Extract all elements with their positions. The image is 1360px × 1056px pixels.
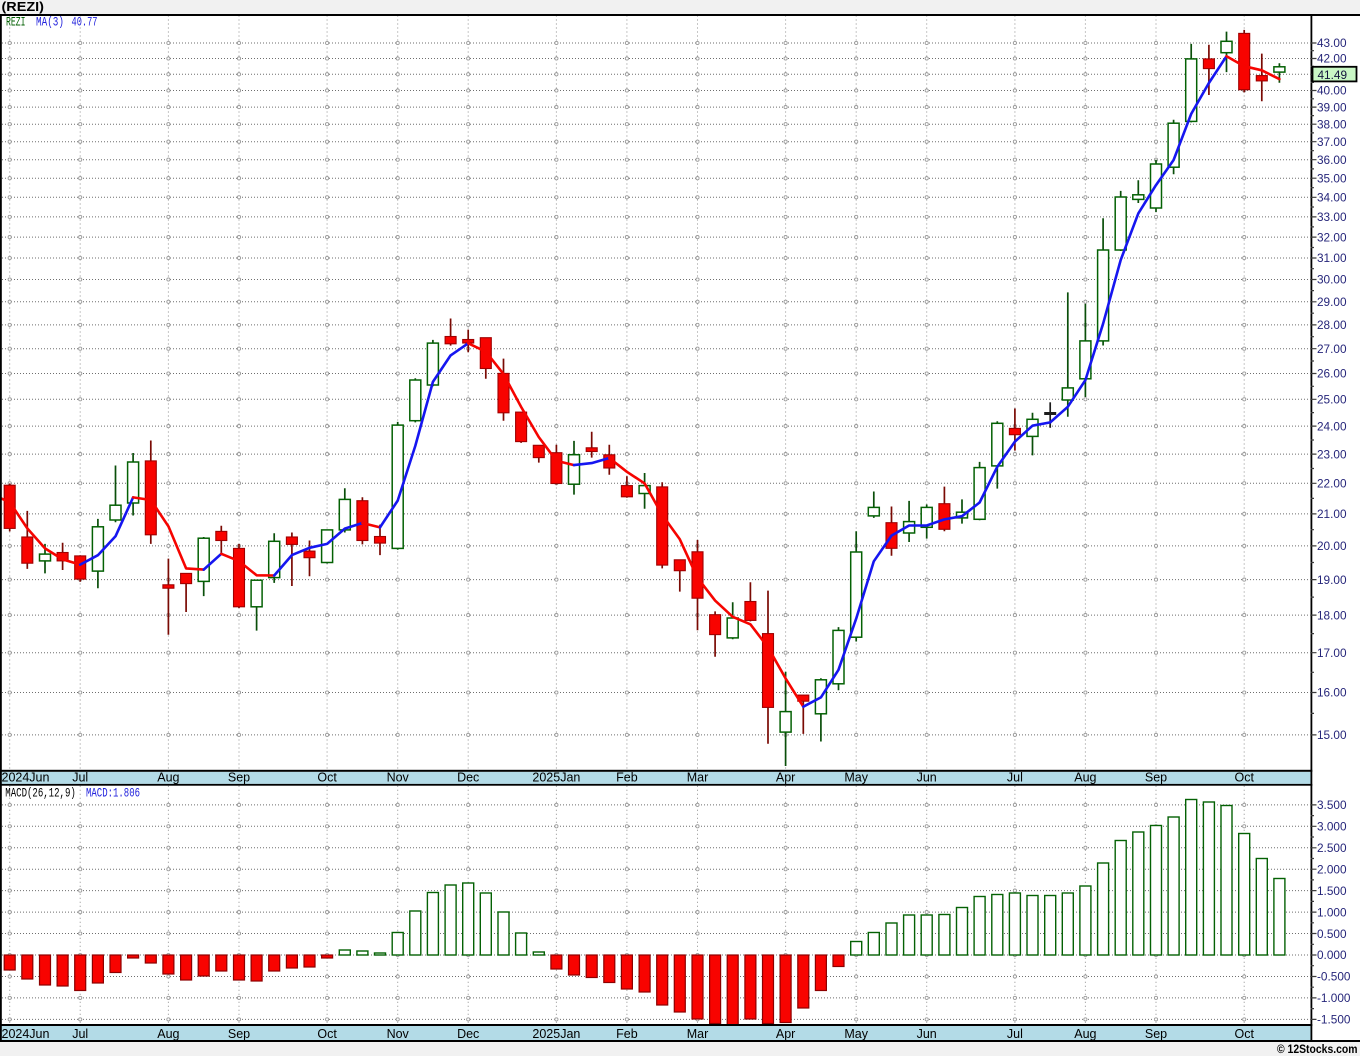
svg-text:2024Jun: 2024Jun [2,1027,50,1041]
svg-text:Nov: Nov [387,771,410,785]
svg-text:2025Jan: 2025Jan [532,1027,580,1041]
svg-text:Jun: Jun [917,1027,937,1041]
svg-text:31.00: 31.00 [1317,251,1347,265]
svg-text:18.00: 18.00 [1317,608,1347,622]
svg-text:Mar: Mar [687,771,709,785]
svg-text:32.00: 32.00 [1317,230,1347,244]
svg-text:Jul: Jul [72,1027,88,1041]
svg-text:20.00: 20.00 [1317,539,1347,553]
svg-text:41.49: 41.49 [1318,68,1348,82]
svg-text:26.00: 26.00 [1317,367,1347,381]
svg-text:37.00: 37.00 [1317,135,1347,149]
svg-text:-0.500: -0.500 [1317,970,1351,984]
svg-text:Aug: Aug [1074,1027,1096,1041]
svg-text:May: May [844,771,868,785]
svg-text:Mar: Mar [687,1027,709,1041]
svg-text:34.00: 34.00 [1317,191,1347,205]
svg-text:29.00: 29.00 [1317,295,1347,309]
svg-text:Jul: Jul [1007,771,1023,785]
svg-text:May: May [844,1027,868,1041]
svg-text:Sep: Sep [1145,771,1167,785]
svg-text:© 12Stocks.com: © 12Stocks.com [1277,1044,1358,1056]
svg-text:35.00: 35.00 [1317,171,1347,185]
svg-text:Dec: Dec [457,771,479,785]
svg-text:MACD:1.806: MACD:1.806 [86,785,140,800]
svg-text:16.00: 16.00 [1317,686,1347,700]
svg-text:36.00: 36.00 [1317,153,1347,167]
svg-text:2.000: 2.000 [1317,862,1347,876]
svg-text:Oct: Oct [1234,1027,1254,1041]
svg-text:Oct: Oct [317,771,337,785]
svg-text:2025Jan: 2025Jan [532,771,580,785]
svg-text:15.00: 15.00 [1317,728,1347,742]
svg-text:REZI: REZI [6,15,26,30]
svg-text:42.00: 42.00 [1317,52,1347,66]
svg-text:43.00: 43.00 [1317,36,1347,50]
svg-text:24.00: 24.00 [1317,419,1347,433]
svg-text:Jul: Jul [1007,1027,1023,1041]
svg-text:1.500: 1.500 [1317,884,1347,898]
svg-text:Apr: Apr [776,1027,795,1041]
svg-text:0.000: 0.000 [1317,948,1347,962]
svg-text:Aug: Aug [157,1027,179,1041]
svg-text:Apr: Apr [776,771,795,785]
svg-text:22.00: 22.00 [1317,477,1347,491]
svg-text:39.00: 39.00 [1317,100,1347,114]
svg-text:25.00: 25.00 [1317,393,1347,407]
svg-text:38.00: 38.00 [1317,117,1347,131]
svg-text:Sep: Sep [228,1027,250,1041]
svg-text:40.00: 40.00 [1317,84,1347,98]
svg-text:3.500: 3.500 [1317,798,1347,812]
svg-text:40.77: 40.77 [72,15,98,30]
svg-text:Sep: Sep [1145,1027,1167,1041]
svg-text:MACD(26,12,9): MACD(26,12,9) [5,785,76,800]
svg-text:Oct: Oct [1234,771,1254,785]
svg-text:3.000: 3.000 [1317,820,1347,834]
svg-text:Feb: Feb [616,1027,638,1041]
svg-text:19.00: 19.00 [1317,573,1347,587]
svg-text:(REZI): (REZI) [2,0,45,14]
svg-text:33.00: 33.00 [1317,210,1347,224]
svg-text:Aug: Aug [157,771,179,785]
svg-text:Oct: Oct [317,1027,337,1041]
svg-text:Aug: Aug [1074,771,1096,785]
svg-text:27.00: 27.00 [1317,342,1347,356]
svg-text:21.00: 21.00 [1317,507,1347,521]
svg-text:-1.000: -1.000 [1317,991,1351,1005]
svg-text:Jun: Jun [917,771,937,785]
svg-text:17.00: 17.00 [1317,646,1347,660]
svg-text:2024Jun: 2024Jun [2,771,50,785]
svg-text:MA(3): MA(3) [36,15,64,30]
svg-text:28.00: 28.00 [1317,318,1347,332]
svg-text:23.00: 23.00 [1317,447,1347,461]
svg-text:Dec: Dec [457,1027,479,1041]
svg-text:Sep: Sep [228,771,250,785]
svg-text:2.500: 2.500 [1317,841,1347,855]
svg-text:Jul: Jul [72,771,88,785]
svg-text:30.00: 30.00 [1317,273,1347,287]
svg-text:Nov: Nov [387,1027,410,1041]
svg-text:0.500: 0.500 [1317,927,1347,941]
svg-text:1.000: 1.000 [1317,905,1347,919]
svg-text:Feb: Feb [616,771,638,785]
svg-text:-1.500: -1.500 [1317,1013,1351,1027]
